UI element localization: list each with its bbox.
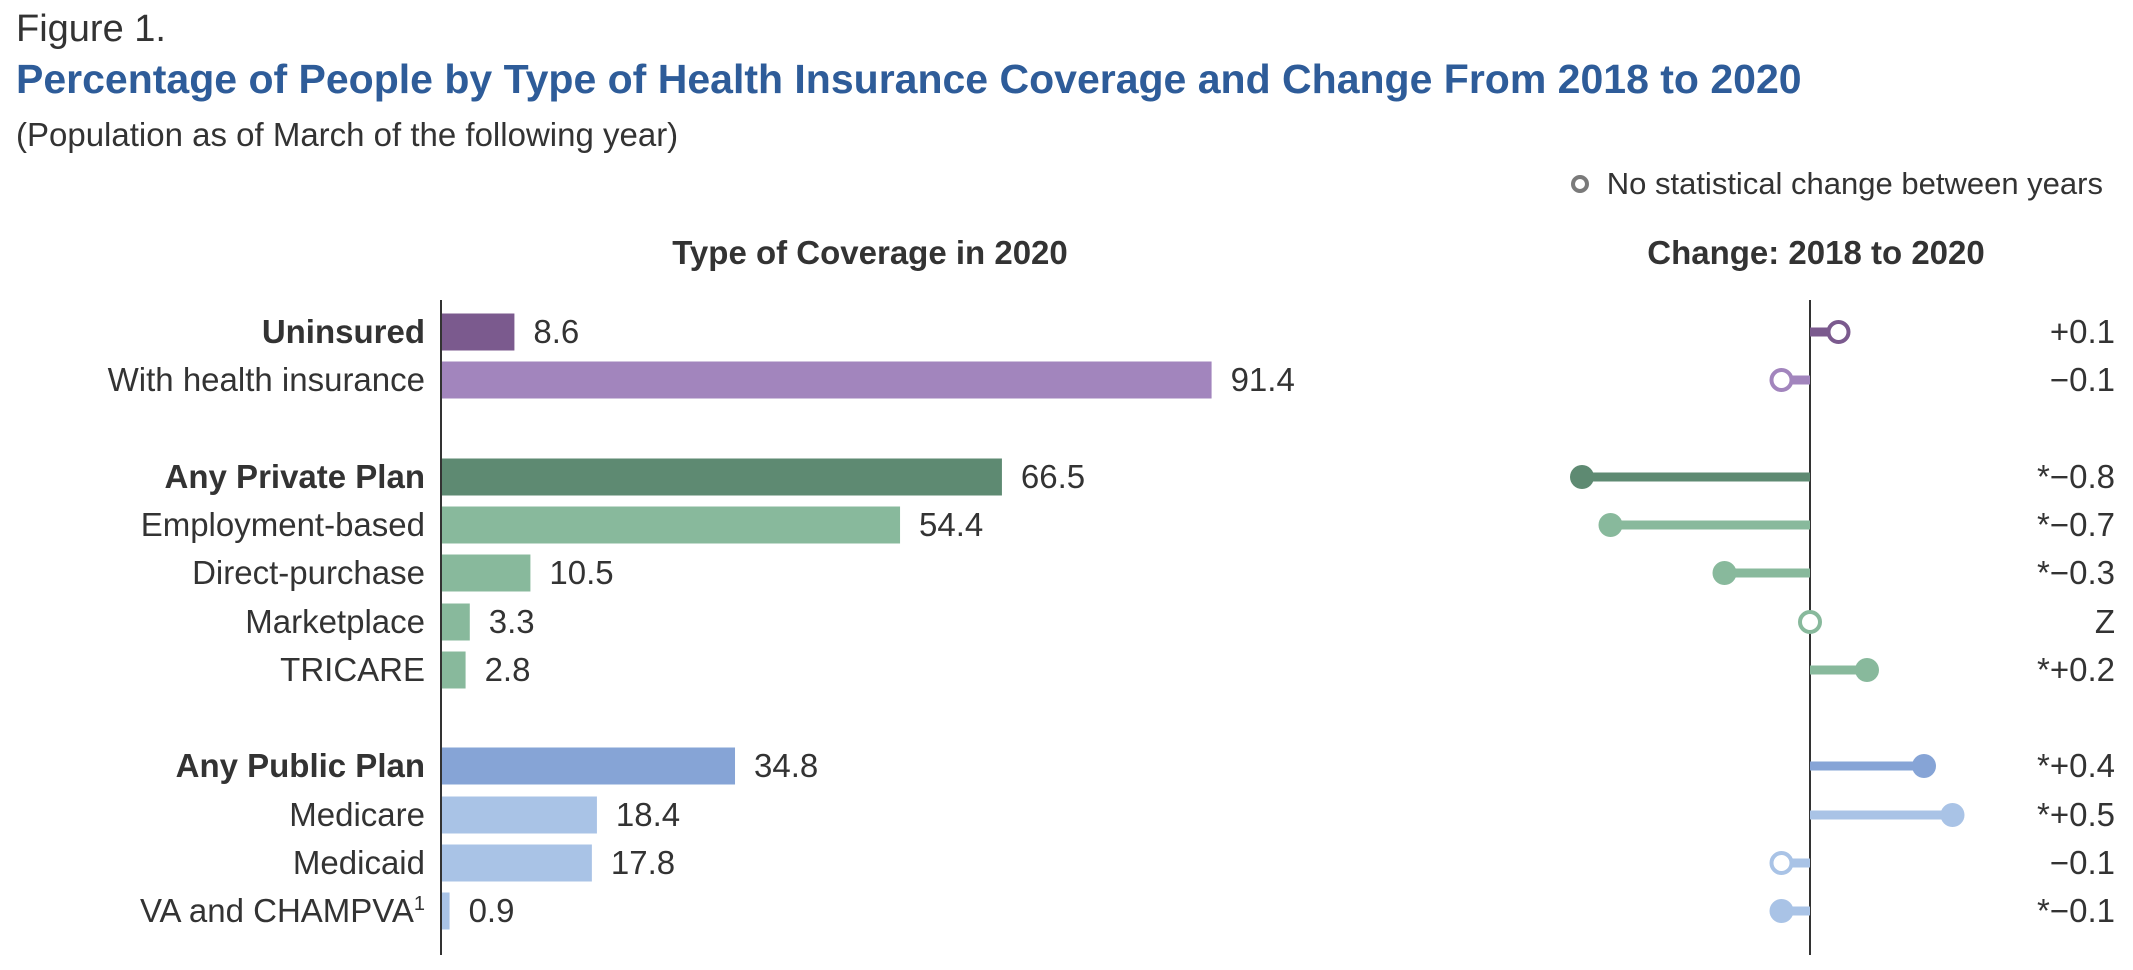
- chart-title: Percentage of People by Type of Health I…: [16, 56, 1802, 102]
- change-dot-direct-purchase: [1712, 561, 1737, 585]
- category-label-va-and-champva: VA and CHAMPVA1: [140, 892, 425, 929]
- value-label-medicaid: 17.8: [611, 844, 675, 881]
- change-label-employment-based: *−0.7: [2037, 506, 2115, 543]
- change-dot-medicaid: [1769, 851, 1794, 875]
- bar-uninsured: [442, 313, 515, 351]
- change-label-va-and-champva: *−0.1: [2037, 892, 2115, 929]
- category-label-employment-based: Employment-based: [141, 506, 425, 543]
- category-label-uninsured: Uninsured: [262, 313, 425, 350]
- value-label-va-and-champva: 0.9: [469, 892, 515, 929]
- change-label-direct-purchase: *−0.3: [2037, 554, 2115, 591]
- change-dot-any-private-plan: [1570, 465, 1594, 489]
- value-label-any-private-plan: 66.5: [1021, 458, 1085, 495]
- change-dot-medicare: [1940, 803, 1965, 827]
- category-label-medicare: Medicare: [289, 796, 425, 833]
- value-label-with-health-insurance: 91.4: [1231, 361, 1295, 398]
- bar-va-and-champva: [442, 892, 450, 930]
- category-label-any-public-plan: Any Public Plan: [176, 747, 425, 784]
- change-dot-marketplace: [1798, 610, 1822, 634]
- value-label-uninsured: 8.6: [533, 313, 579, 350]
- category-label-direct-purchase: Direct-purchase: [192, 554, 425, 591]
- change-label-tricare: *+0.2: [2037, 651, 2115, 688]
- figure-label: Figure 1.: [16, 8, 166, 50]
- change-dot-uninsured: [1826, 320, 1851, 344]
- category-label-medicaid: Medicaid: [293, 844, 425, 881]
- category-label-tricare: TRICARE: [280, 651, 425, 688]
- hollow-circle-icon: [1570, 175, 1589, 193]
- change-panel-title: Change: 2018 to 2020: [1647, 234, 1985, 271]
- bar-tricare: [442, 651, 466, 689]
- chart-subtitle: (Population as of March of the following…: [16, 116, 679, 153]
- category-label-marketplace: Marketplace: [245, 603, 425, 640]
- footnote-marker: 1: [414, 893, 425, 915]
- legend: No statistical change between years: [1570, 166, 2103, 202]
- change-dot-with-health-insurance: [1769, 368, 1794, 392]
- change-label-any-public-plan: *+0.4: [2037, 747, 2115, 784]
- change-dot-any-public-plan: [1912, 754, 1936, 778]
- category-label-with-health-insurance: With health insurance: [108, 361, 425, 398]
- value-label-direct-purchase: 10.5: [549, 554, 613, 591]
- value-label-employment-based: 54.4: [919, 506, 983, 543]
- change-dot-va-and-champva: [1769, 899, 1794, 923]
- value-label-any-public-plan: 34.8: [754, 747, 818, 784]
- bar-any-public-plan: [442, 747, 736, 785]
- value-label-marketplace: 3.3: [489, 603, 535, 640]
- bar-medicare: [442, 796, 597, 834]
- bar-marketplace: [442, 603, 470, 641]
- change-label-with-health-insurance: −0.1: [2050, 361, 2115, 398]
- change-label-medicare: *+0.5: [2037, 796, 2115, 833]
- change-dot-tricare: [1855, 658, 1879, 682]
- category-label-any-private-plan: Any Private Plan: [165, 458, 425, 495]
- change-label-uninsured: +0.1: [2050, 313, 2115, 350]
- change-dot-employment-based: [1598, 513, 1623, 537]
- value-label-tricare: 2.8: [485, 651, 531, 688]
- change-label-medicaid: −0.1: [2050, 844, 2115, 881]
- bar-direct-purchase: [442, 554, 531, 592]
- legend-label: No statistical change between years: [1606, 166, 2103, 201]
- bar-panel-title: Type of Coverage in 2020: [672, 234, 1068, 271]
- bar-employment-based: [442, 506, 901, 544]
- bar-medicaid: [442, 844, 592, 882]
- bar-any-private-plan: [442, 458, 1002, 496]
- change-label-any-private-plan: *−0.8: [2037, 458, 2115, 495]
- change-label-marketplace: Z: [2095, 603, 2115, 640]
- bar-with-health-insurance: [442, 361, 1212, 399]
- value-label-medicare: 18.4: [616, 796, 680, 833]
